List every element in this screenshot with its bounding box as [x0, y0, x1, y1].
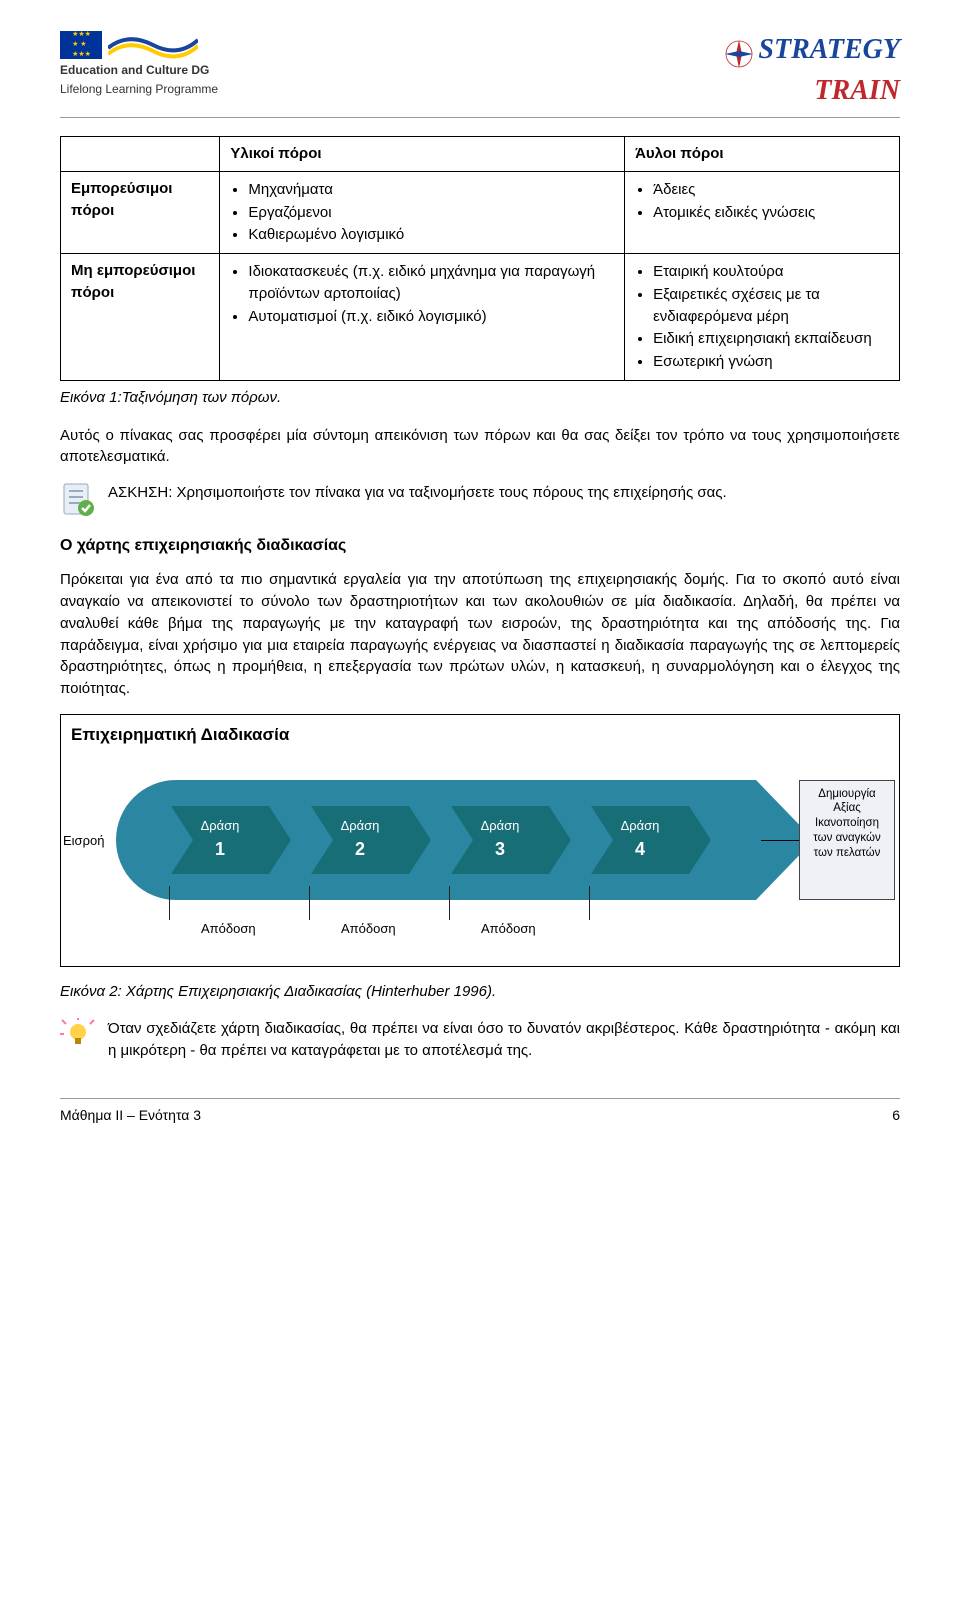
paragraph-2: Πρόκειται για ένα από τα πιο σημαντικά ε…	[60, 569, 900, 700]
row1-label: Εμπορεύσιμοι πόροι	[61, 171, 220, 253]
lightbulb-icon	[60, 1018, 96, 1054]
list-item: Αυτοματισμοί (π.χ. ειδικό λογισμικό)	[248, 306, 614, 328]
list-item: Άδειες	[653, 179, 889, 201]
list-item: Ατομικές ειδικές γνώσεις	[653, 202, 889, 224]
col-header-1: Υλικοί πόροι	[220, 137, 625, 172]
row1-col2-list: Άδειες Ατομικές ειδικές γνώσεις	[635, 179, 889, 224]
exercise-block: ΑΣΚΗΣΗ: Χρησιμοποιήστε τον πίνακα για να…	[60, 482, 900, 518]
node-line	[309, 886, 310, 920]
process-diagram: Επιχειρηματική Διαδικασία Εισροή Δράση1 …	[60, 714, 900, 967]
compass-icon	[724, 39, 754, 69]
action-node-4: Δράση4	[591, 806, 689, 874]
list-item: Μηχανήματα	[248, 179, 614, 201]
performance-label-3: Απόδοση	[481, 920, 536, 939]
col-header-2: Άυλοι πόροι	[625, 137, 900, 172]
performance-label-1: Απόδοση	[201, 920, 256, 939]
footer-left: Μάθημα ΙΙ – Ενότητα 3	[60, 1105, 201, 1125]
wave-icon	[108, 30, 198, 60]
eu-logo-block: ★ ★ ★★ ★★ ★ ★ Education and Culture DG L…	[60, 30, 218, 99]
exercise-text: ΑΣΚΗΣΗ: Χρησιμοποιήστε τον πίνακα για να…	[108, 482, 727, 504]
input-label: Εισροή	[63, 832, 104, 851]
brand-text-1: STRATEGY	[758, 34, 900, 65]
list-item: Καθιερωμένο λογισμικό	[248, 224, 614, 246]
list-item: Εσωτερική γνώση	[653, 351, 889, 373]
node-line	[449, 886, 450, 920]
checklist-icon	[60, 482, 96, 518]
node-dot	[583, 874, 595, 886]
section-heading: Ο χάρτης επιχειρησιακής διαδικασίας	[60, 534, 900, 557]
table-row: Εμπορεύσιμοι πόροι Μηχανήματα Εργαζόμενο…	[61, 171, 900, 253]
node-line	[589, 886, 590, 920]
list-item: Εξαιρετικές σχέσεις με τα ενδιαφερόμενα …	[653, 284, 889, 328]
row2-col2-list: Εταιρική κουλτούρα Εξαιρετικές σχέσεις μ…	[635, 261, 889, 373]
row2-label: Μη εμπορεύσιμοι πόροι	[61, 254, 220, 381]
edu-culture-label: Education and Culture DG	[60, 62, 209, 79]
list-item: Εργαζόμενοι	[248, 202, 614, 224]
lifelong-label: Lifelong Learning Programme	[60, 81, 218, 98]
eu-flag-icon: ★ ★ ★★ ★★ ★ ★	[60, 31, 102, 59]
page-header: ★ ★ ★★ ★★ ★ ★ Education and Culture DG L…	[60, 30, 900, 118]
action-node-1: Δράση1	[171, 806, 269, 874]
table-row: Μη εμπορεύσιμοι πόροι Ιδιοκατασκευές (π.…	[61, 254, 900, 381]
figure1-caption: Εικόνα 1:Ταξινόμηση των πόρων.	[60, 387, 900, 409]
resource-table: Υλικοί πόροι Άυλοι πόροι Εμπορεύσιμοι πό…	[60, 136, 900, 381]
table-corner	[61, 137, 220, 172]
footer-page-number: 6	[892, 1105, 900, 1125]
diagram-title: Επιχειρηματική Διαδικασία	[61, 715, 899, 756]
brand-text-2: TRAIN	[814, 75, 900, 106]
figure2-caption: Εικόνα 2: Χάρτης Επιχειρησιακής Διαδικασ…	[60, 981, 900, 1003]
brand-logo: STRATEGY TRAIN	[724, 30, 900, 111]
node-line	[169, 886, 170, 920]
list-item: Ειδική επιχειρησιακή εκπαίδευση	[653, 328, 889, 350]
paragraph-1: Αυτός ο πίνακας σας προσφέρει μία σύντομ…	[60, 425, 900, 469]
performance-label-2: Απόδοση	[341, 920, 396, 939]
tip-block: Όταν σχεδιάζετε χάρτη διαδικασίας, θα πρ…	[60, 1018, 900, 1062]
value-creation-box: Δημιουργία Αξίας Ικανοποίηση των αναγκών…	[799, 780, 895, 900]
row1-col1-list: Μηχανήματα Εργαζόμενοι Καθιερωμένο λογισ…	[230, 179, 614, 246]
node-dot	[303, 874, 315, 886]
action-node-2: Δράση2	[311, 806, 409, 874]
list-item: Εταιρική κουλτούρα	[653, 261, 889, 283]
row2-col1-list: Ιδιοκατασκευές (π.χ. ειδικό μηχάνημα για…	[230, 261, 614, 327]
node-dot	[163, 874, 175, 886]
tip-text: Όταν σχεδιάζετε χάρτη διαδικασίας, θα πρ…	[108, 1018, 900, 1062]
page-footer: Μάθημα ΙΙ – Ενότητα 3 6	[60, 1098, 900, 1125]
list-item: Ιδιοκατασκευές (π.χ. ειδικό μηχάνημα για…	[248, 261, 614, 305]
node-dot	[443, 874, 455, 886]
action-node-3: Δράση3	[451, 806, 549, 874]
